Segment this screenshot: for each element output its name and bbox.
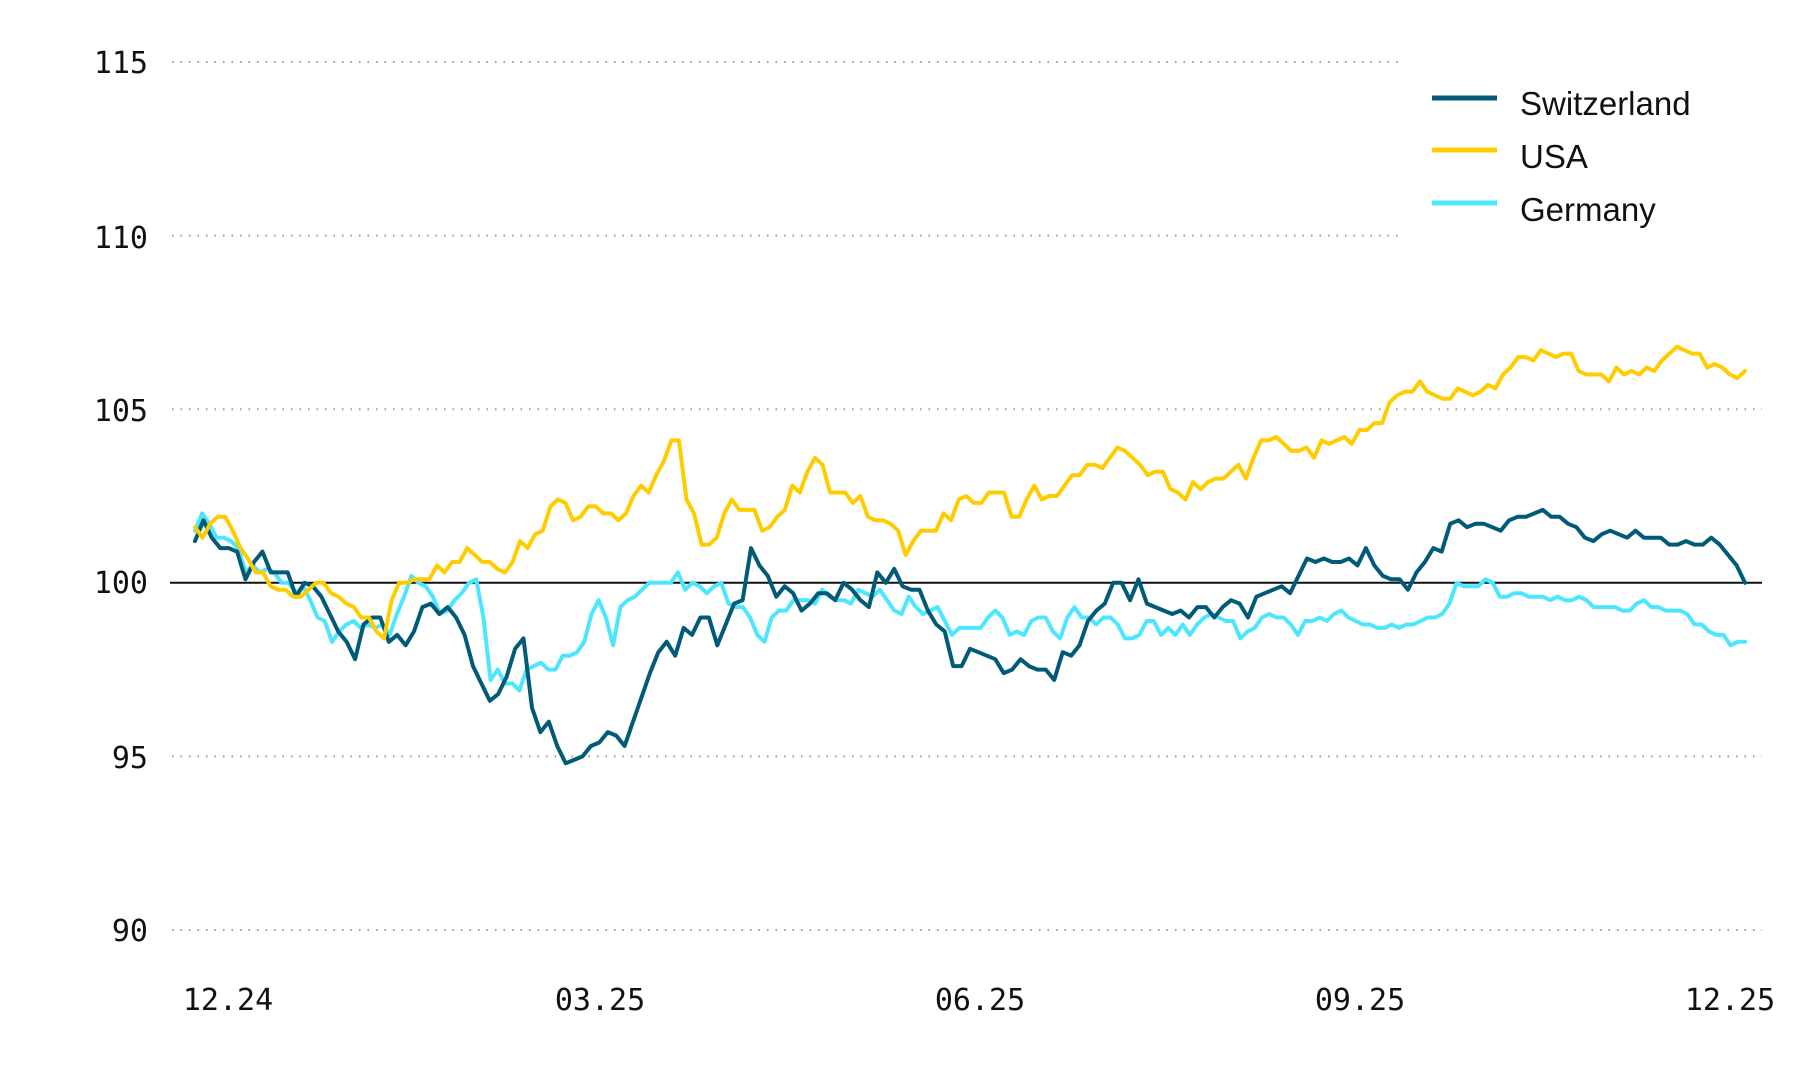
switzerland-line bbox=[193, 507, 1747, 766]
y-tick-105: 105 bbox=[94, 394, 148, 429]
y-tick-100: 100 bbox=[94, 566, 148, 601]
y-axis: 115 110 105 100 95 90 bbox=[94, 46, 148, 949]
x-tick-06-25: 06.25 bbox=[935, 983, 1025, 1018]
y-tick-95: 95 bbox=[112, 741, 148, 776]
y-tick-115: 115 bbox=[94, 46, 148, 81]
legend-item-switzerland[interactable]: Switzerland bbox=[1432, 85, 1691, 122]
legend-item-usa[interactable]: USA bbox=[1432, 138, 1588, 175]
x-tick-12-24: 12.24 bbox=[183, 983, 273, 1018]
series-lines bbox=[193, 344, 1747, 766]
x-tick-03-25: 03.25 bbox=[555, 983, 645, 1018]
x-tick-12-25: 12.25 bbox=[1685, 983, 1775, 1018]
legend-label-usa: USA bbox=[1520, 138, 1588, 175]
gridlines bbox=[172, 61, 1762, 931]
legend-label-switzerland: Switzerland bbox=[1520, 85, 1691, 122]
x-tick-09-25: 09.25 bbox=[1315, 983, 1405, 1018]
y-tick-110: 110 bbox=[94, 221, 148, 256]
germany-line bbox=[193, 511, 1747, 693]
x-axis: 12.24 03.25 06.25 09.25 12.25 bbox=[183, 983, 1775, 1018]
usa-line bbox=[193, 344, 1747, 641]
legend: Switzerland USA Germany bbox=[1432, 85, 1691, 228]
legend-label-germany: Germany bbox=[1520, 191, 1656, 228]
legend-item-germany[interactable]: Germany bbox=[1432, 191, 1656, 228]
y-tick-90: 90 bbox=[112, 914, 148, 949]
